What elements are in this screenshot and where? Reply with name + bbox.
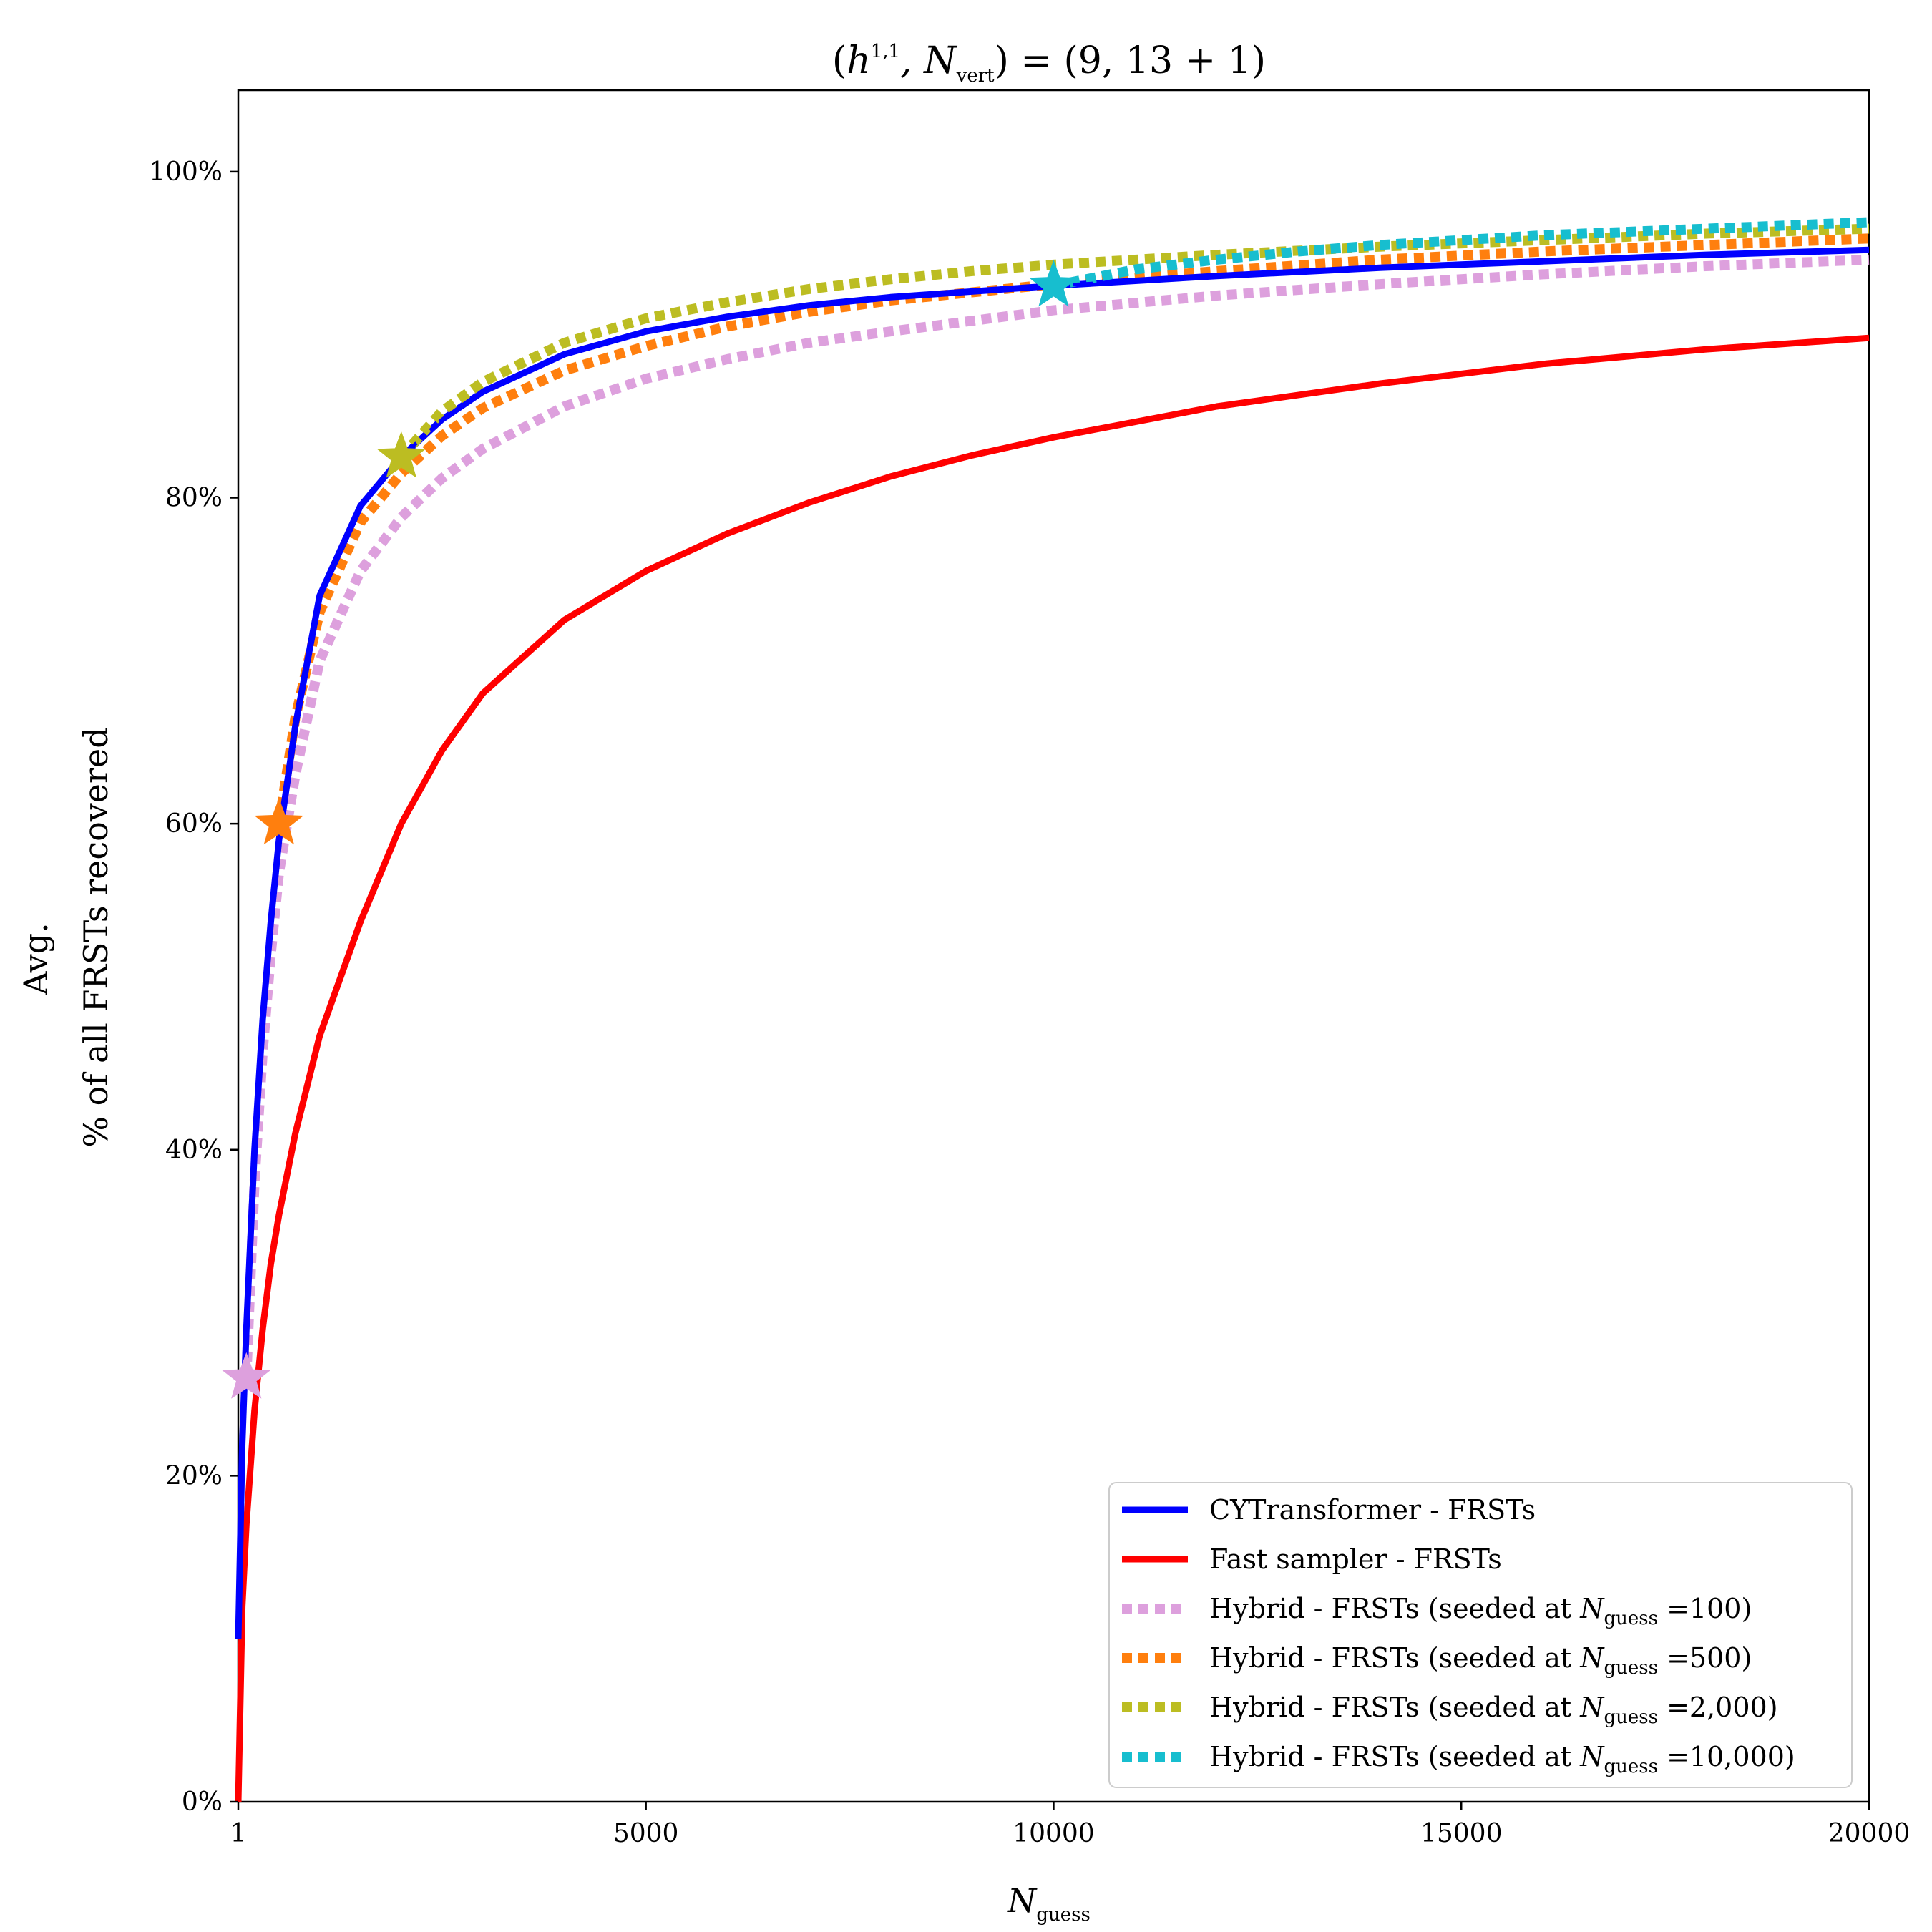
- seed-markers: [222, 260, 1078, 1399]
- seed-star-2: [222, 1352, 271, 1399]
- legend-label-1: Fast sampler - FRSTs: [1209, 1543, 1502, 1575]
- x-axis-title: Nguess: [1007, 1881, 1091, 1926]
- legend-label-2: Hybrid - FRSTs (seeded at Nguess =100): [1209, 1593, 1752, 1629]
- series-line-0-overlay: [236, 248, 1870, 1639]
- x-tick-label: 20000: [1828, 1819, 1911, 1848]
- y-axis-title-line1: Avg.: [16, 922, 55, 995]
- seed-star-5: [1029, 260, 1078, 307]
- legend: CYTransformer - FRSTs Fast sampler - FRST…: [1108, 1482, 1853, 1788]
- y-tick-label: 60%: [165, 809, 223, 839]
- series-layer: [235, 217, 1870, 1802]
- y-tick-label: 0%: [182, 1787, 223, 1817]
- x-tick-label: 1: [230, 1819, 247, 1848]
- series-line-1: [235, 334, 1870, 1802]
- x-tick-label: 15000: [1420, 1819, 1503, 1848]
- x-tick-label: 5000: [613, 1819, 679, 1848]
- legend-frame: [1108, 1482, 1853, 1788]
- x-tick-label: 10000: [1013, 1819, 1095, 1848]
- y-tick-label: 20%: [165, 1461, 223, 1491]
- chart-title: (h1,1, Nvert) = (9, 13 + 1): [832, 39, 1266, 87]
- y-tick-label: 100%: [149, 157, 223, 187]
- seed-star-4: [376, 431, 426, 478]
- seed-star-3: [254, 798, 304, 845]
- legend-label-5: Hybrid - FRSTs (seeded at Nguess =10,000…: [1209, 1741, 1795, 1777]
- legend-label-0: CYTransformer - FRSTs: [1209, 1494, 1536, 1526]
- y-tick-label: 40%: [165, 1136, 223, 1165]
- series-line-3: [273, 233, 1870, 825]
- legend-label-4: Hybrid - FRSTs (seeded at Nguess =2,000): [1209, 1692, 1778, 1728]
- series-line-5: [1053, 217, 1870, 291]
- series-line-4: [397, 223, 1870, 461]
- series-line-2: [241, 254, 1870, 1378]
- legend-label-3: Hybrid - FRSTs (seeded at Nguess =500): [1209, 1642, 1752, 1679]
- y-tick-label: 80%: [165, 484, 223, 513]
- y-axis-title-line2: % of all FRSTs recovered: [77, 727, 115, 1147]
